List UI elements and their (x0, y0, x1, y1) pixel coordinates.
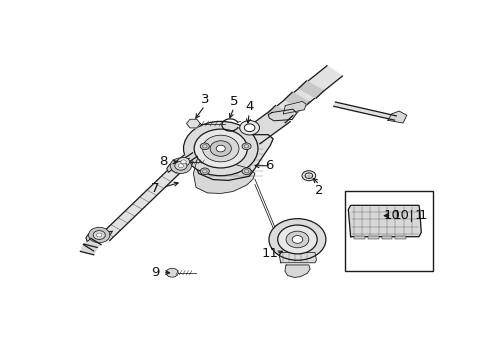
Circle shape (242, 143, 251, 150)
Circle shape (202, 170, 207, 173)
Polygon shape (279, 252, 317, 263)
Circle shape (286, 231, 309, 248)
Circle shape (302, 171, 316, 181)
Circle shape (292, 235, 303, 243)
Circle shape (170, 158, 192, 174)
Circle shape (305, 173, 313, 179)
Polygon shape (348, 205, 421, 237)
Polygon shape (194, 154, 255, 193)
Circle shape (269, 219, 326, 260)
Text: 10: 10 (383, 209, 400, 222)
Text: 5: 5 (230, 95, 238, 108)
Circle shape (194, 129, 247, 168)
Polygon shape (80, 244, 97, 255)
Polygon shape (184, 153, 197, 162)
Text: 3: 3 (200, 93, 209, 106)
Polygon shape (268, 105, 293, 123)
Bar (354, 236, 365, 239)
Circle shape (278, 225, 317, 254)
Circle shape (210, 141, 231, 156)
Text: 6: 6 (265, 159, 273, 172)
Polygon shape (285, 265, 310, 278)
Circle shape (97, 233, 102, 237)
Polygon shape (174, 155, 189, 166)
Circle shape (216, 145, 225, 152)
Polygon shape (83, 238, 101, 251)
Text: 1: 1 (419, 209, 427, 222)
Circle shape (178, 164, 184, 168)
Text: 7: 7 (151, 182, 160, 195)
Polygon shape (334, 102, 396, 120)
Circle shape (202, 135, 239, 162)
Circle shape (93, 231, 105, 239)
Polygon shape (299, 81, 324, 98)
Circle shape (245, 124, 255, 132)
Text: 8: 8 (159, 156, 167, 168)
Bar (382, 236, 392, 239)
Polygon shape (243, 109, 290, 144)
Circle shape (200, 143, 209, 150)
Text: 1: 1 (415, 209, 423, 222)
Circle shape (240, 121, 260, 135)
Circle shape (181, 160, 186, 164)
Bar (345, 191, 434, 271)
Bar (368, 236, 379, 239)
Polygon shape (167, 162, 194, 172)
Polygon shape (86, 231, 113, 242)
Polygon shape (285, 93, 310, 109)
Polygon shape (100, 166, 182, 240)
Polygon shape (251, 66, 343, 137)
Text: 2: 2 (315, 184, 324, 197)
Text: 4: 4 (245, 100, 253, 113)
Polygon shape (268, 109, 297, 121)
Text: 11: 11 (262, 247, 279, 260)
Circle shape (242, 168, 251, 175)
Text: 9: 9 (151, 266, 160, 279)
Circle shape (245, 170, 249, 173)
Circle shape (89, 227, 110, 243)
Circle shape (245, 145, 249, 148)
Circle shape (184, 121, 258, 176)
Polygon shape (283, 102, 306, 114)
Circle shape (175, 161, 187, 170)
Circle shape (202, 145, 207, 148)
Polygon shape (388, 111, 407, 123)
Circle shape (166, 268, 178, 277)
Circle shape (177, 157, 190, 166)
Polygon shape (192, 135, 273, 180)
Circle shape (200, 168, 209, 175)
Bar (395, 236, 406, 239)
Polygon shape (187, 119, 200, 128)
Text: 10: 10 (392, 209, 409, 222)
